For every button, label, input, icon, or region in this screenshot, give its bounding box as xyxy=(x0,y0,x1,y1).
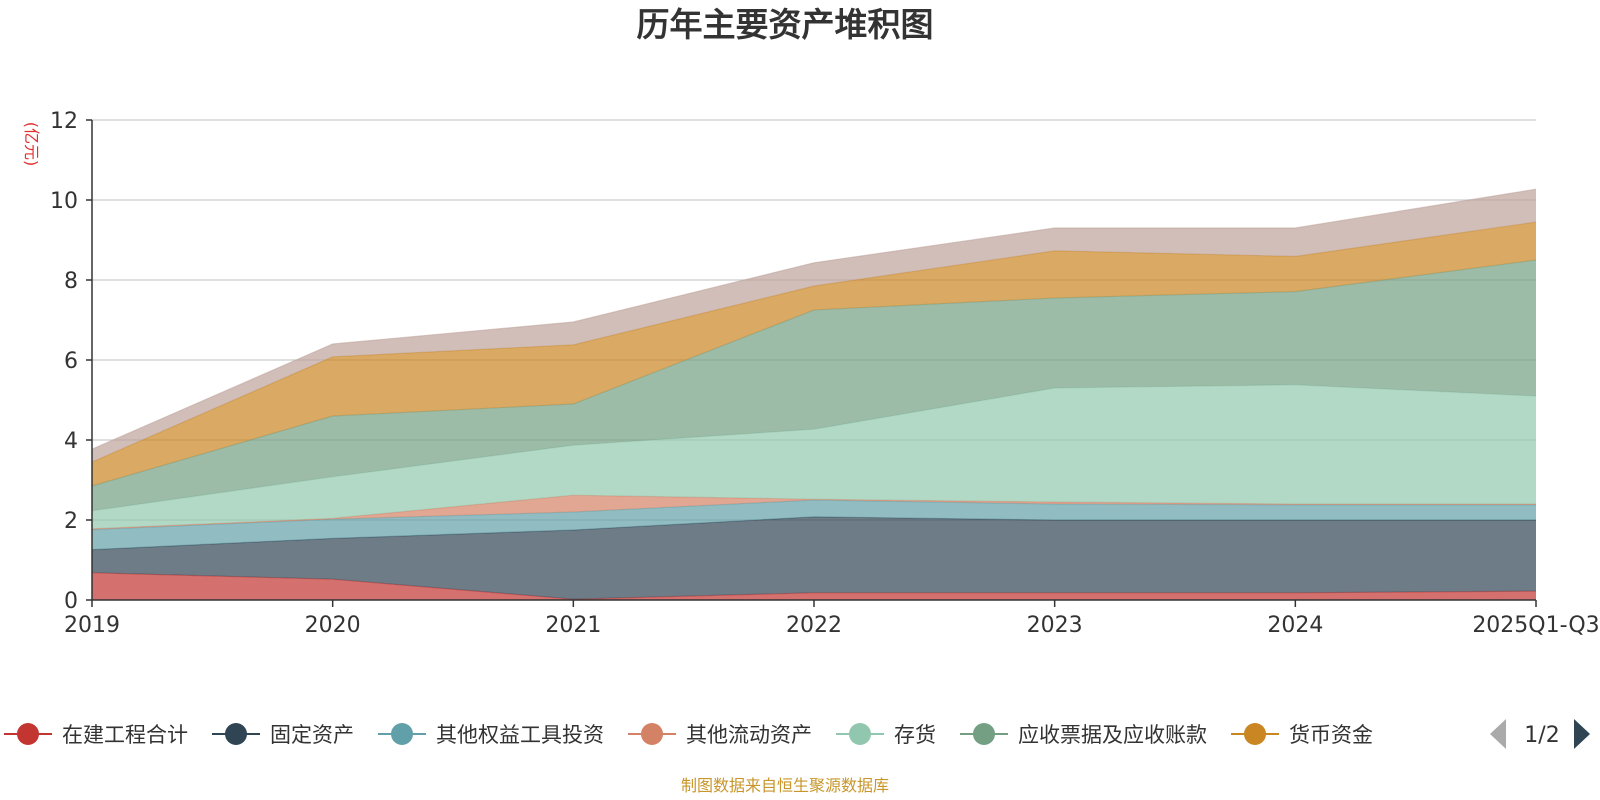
area-series-5 xyxy=(92,260,1536,511)
area-series-7 xyxy=(92,189,1536,462)
x-tick-label: 2023 xyxy=(1027,613,1083,638)
x-tick-label: 2021 xyxy=(545,613,601,638)
legend-item-5[interactable]: 应收票据及应收账款 xyxy=(960,723,1207,747)
y-tick-label: 8 xyxy=(64,269,78,294)
x-tick-label: 2019 xyxy=(64,613,120,638)
legend-label: 货币资金 xyxy=(1289,723,1373,747)
legend-marker xyxy=(17,723,39,745)
legend-item-2[interactable]: 其他权益工具投资 xyxy=(378,723,604,747)
y-tick-label: 6 xyxy=(64,349,78,374)
series-line-7 xyxy=(91,188,1537,450)
area-series-6 xyxy=(92,222,1536,486)
legend-marker xyxy=(849,723,871,745)
x-tick-label: 2024 xyxy=(1267,613,1323,638)
legend-next-icon[interactable] xyxy=(1574,719,1590,749)
legend-label: 其他权益工具投资 xyxy=(436,723,604,747)
area-series-2 xyxy=(92,500,1536,550)
legend-label: 应收票据及应收账款 xyxy=(1018,723,1207,747)
y-tick-label: 0 xyxy=(64,589,78,614)
legend-item-6[interactable]: 货币资金 xyxy=(1231,723,1373,747)
x-tick-label: 2020 xyxy=(305,613,361,638)
legend-marker xyxy=(391,723,413,745)
source-note: 制图数据来自恒生聚源数据库 xyxy=(681,776,889,795)
legend-label: 其他流动资产 xyxy=(686,723,812,747)
area-series xyxy=(91,188,1537,600)
legend-pager: 1/2 xyxy=(1490,719,1590,749)
y-tick-label: 12 xyxy=(50,109,78,134)
legend-marker xyxy=(1244,723,1266,745)
legend-item-4[interactable]: 存货 xyxy=(836,723,936,747)
y-tick-label: 2 xyxy=(64,509,78,534)
area-series-3 xyxy=(92,495,1536,530)
legend-item-1[interactable]: 固定资产 xyxy=(212,723,354,747)
chart-title: 历年主要资产堆积图 xyxy=(637,5,934,44)
y-tick-label: 10 xyxy=(50,189,78,214)
y-tick-label: 4 xyxy=(64,429,78,454)
area-series-4 xyxy=(92,384,1536,529)
legend-item-3[interactable]: 其他流动资产 xyxy=(628,723,812,747)
legend-marker xyxy=(973,723,995,745)
legend-label: 在建工程合计 xyxy=(62,723,188,747)
legend-marker xyxy=(225,723,247,745)
legend-label: 存货 xyxy=(894,723,936,747)
legend-page-indicator: 1/2 xyxy=(1524,723,1559,748)
legend-label: 固定资产 xyxy=(270,723,354,747)
x-tick-label: 2022 xyxy=(786,613,842,638)
x-tick-label: 2025Q1-Q3 xyxy=(1472,613,1599,638)
legend-marker xyxy=(641,723,663,745)
y-axis-unit-label: (亿元) xyxy=(22,122,41,167)
axes: 0 2 4 6 8 10 12 2019 2020 2021 2022 2023 2024 2025Q1-… xyxy=(50,109,1600,638)
legend: 在建工程合计 固定资产 其他权益工具投资 其他流动资产 存货 应收票据及应收账款 货币资金 1… xyxy=(4,719,1590,749)
legend-item-0[interactable]: 在建工程合计 xyxy=(4,723,188,747)
area-series-1 xyxy=(92,516,1536,600)
legend-prev-icon[interactable] xyxy=(1490,719,1506,749)
